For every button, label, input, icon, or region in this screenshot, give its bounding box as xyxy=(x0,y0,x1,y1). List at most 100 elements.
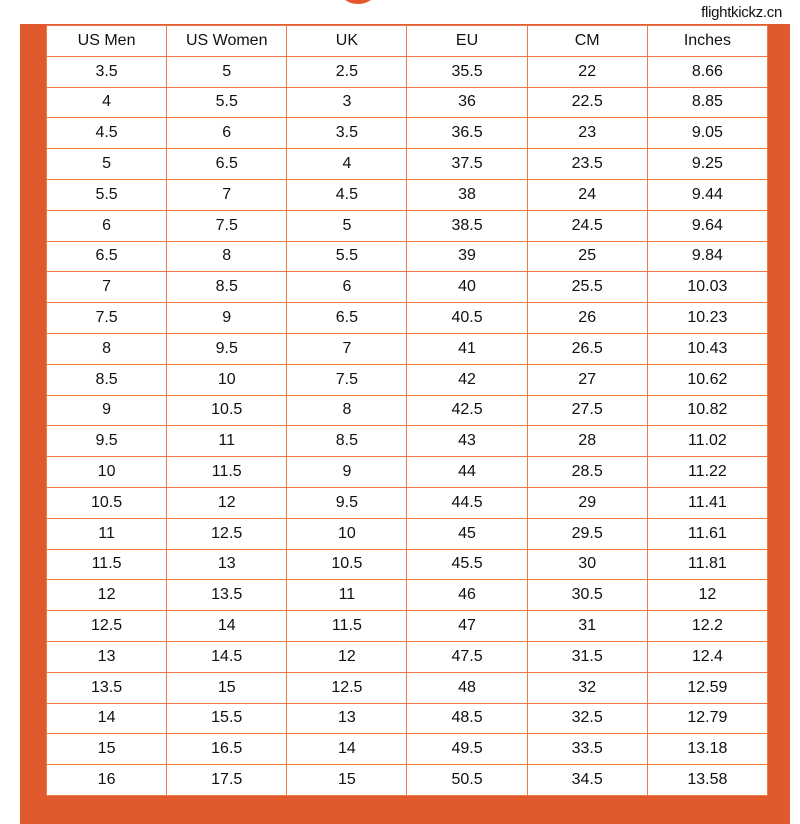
table-cell: 9 xyxy=(286,456,408,488)
table-cell: 12.4 xyxy=(646,640,769,673)
logo-shape xyxy=(338,0,378,4)
table-row: 3.5 5 2.5 35.5 22 8.66 xyxy=(45,55,769,88)
table-cell: 9.64 xyxy=(646,209,769,242)
table-cell: 13 xyxy=(286,702,408,735)
table-cell: 8 xyxy=(286,394,408,427)
table-cell: 11.81 xyxy=(646,548,769,581)
table-cell: 9.5 xyxy=(166,332,288,365)
table-cell: 23 xyxy=(526,117,648,150)
table-cell: 23.5 xyxy=(526,148,648,180)
table-cell: 7 xyxy=(45,271,168,304)
table-cell: 38 xyxy=(406,178,528,211)
table-cell: 11 xyxy=(166,425,288,458)
table-cell: 35.5 xyxy=(406,55,528,88)
table-cell: 36 xyxy=(406,86,528,119)
table-cell: 8.85 xyxy=(646,86,769,119)
table-row: 9 10.5 8 42.5 27.5 10.82 xyxy=(45,394,769,427)
table-row: 13 14.5 12 47.5 31.5 12.4 xyxy=(45,640,769,673)
table-cell: 15 xyxy=(166,671,288,704)
table-cell: 22.5 xyxy=(526,86,648,119)
table-row: 16 17.5 15 50.5 34.5 13.58 xyxy=(45,764,769,796)
table-cell: 6.5 xyxy=(286,302,408,334)
table-cell: 6.5 xyxy=(166,148,288,180)
table-cell: 40.5 xyxy=(406,302,528,334)
table-cell: 16.5 xyxy=(166,733,288,766)
table-cell: 4 xyxy=(286,148,408,180)
table-cell: 10.62 xyxy=(646,363,769,396)
table-cell: 16 xyxy=(45,764,168,796)
table-cell: 11.22 xyxy=(646,456,769,488)
table-cell: 11.5 xyxy=(166,456,288,488)
table-cell: 28.5 xyxy=(526,456,648,488)
table-cell: 48 xyxy=(406,671,528,704)
table-cell: 7.5 xyxy=(166,209,288,242)
table-row: 5.5 7 4.5 38 24 9.44 xyxy=(45,178,769,211)
table-cell: 7 xyxy=(286,332,408,365)
table-cell: 3.5 xyxy=(286,117,408,150)
table-cell: 14.5 xyxy=(166,640,288,673)
table-cell: 40 xyxy=(406,271,528,304)
table-cell: 10.82 xyxy=(646,394,769,427)
table-cell: 10 xyxy=(166,363,288,396)
table-cell: 9.05 xyxy=(646,117,769,150)
table-cell: 6.5 xyxy=(45,240,168,273)
table-cell: 9.25 xyxy=(646,148,769,180)
table-cell: 30.5 xyxy=(526,579,648,612)
table-cell: 31 xyxy=(526,610,648,642)
table-cell: 12.5 xyxy=(45,610,168,642)
column-header: UK xyxy=(286,25,408,57)
table-cell: 8.66 xyxy=(646,55,769,88)
table-cell: 5.5 xyxy=(286,240,408,273)
table-cell: 12.79 xyxy=(646,702,769,735)
table-cell: 22 xyxy=(526,55,648,88)
table-cell: 44.5 xyxy=(406,486,528,519)
table-cell: 3 xyxy=(286,86,408,119)
table-cell: 44 xyxy=(406,456,528,488)
table-row: 6.5 8 5.5 39 25 9.84 xyxy=(45,240,769,273)
table-cell: 32 xyxy=(526,671,648,704)
table-cell: 10.43 xyxy=(646,332,769,365)
table-cell: 5 xyxy=(166,55,288,88)
table-cell: 10 xyxy=(45,456,168,488)
table-row: 11 12.5 10 45 29.5 11.61 xyxy=(45,517,769,550)
column-header: EU xyxy=(406,25,528,57)
table-cell: 45 xyxy=(406,517,528,550)
table-cell: 25 xyxy=(526,240,648,273)
table-cell: 26.5 xyxy=(526,332,648,365)
table-cell: 8 xyxy=(45,332,168,365)
table-cell: 29 xyxy=(526,486,648,519)
table-row: 8 9.5 7 41 26.5 10.43 xyxy=(45,332,769,365)
table-cell: 14 xyxy=(286,733,408,766)
table-row: 10 11.5 9 44 28.5 11.22 xyxy=(45,456,769,488)
table-cell: 5.5 xyxy=(166,86,288,119)
table-cell: 12 xyxy=(166,486,288,519)
table-cell: 7 xyxy=(166,178,288,211)
table-cell: 10.5 xyxy=(286,548,408,581)
table-cell: 9.44 xyxy=(646,178,769,211)
size-chart-table: US Men US Women UK EU CM Inches 3.5 5 2.5 35.5 22… xyxy=(45,25,769,796)
table-cell: 6 xyxy=(45,209,168,242)
table-cell: 13.5 xyxy=(166,579,288,612)
table-cell: 50.5 xyxy=(406,764,528,796)
table-cell: 29.5 xyxy=(526,517,648,550)
table-row: 13.5 15 12.5 48 32 12.59 xyxy=(45,671,769,704)
table-cell: 46 xyxy=(406,579,528,612)
table-row: 11.5 13 10.5 45.5 30 11.81 xyxy=(45,548,769,581)
table-cell: 31.5 xyxy=(526,640,648,673)
table-cell: 9 xyxy=(45,394,168,427)
table-cell: 11 xyxy=(45,517,168,550)
table-cell: 45.5 xyxy=(406,548,528,581)
table-cell: 13.58 xyxy=(646,764,769,796)
header-row: US Men US Women UK EU CM Inches xyxy=(45,25,769,57)
table-cell: 8.5 xyxy=(166,271,288,304)
table-row: 8.5 10 7.5 42 27 10.62 xyxy=(45,363,769,396)
table-cell: 11.5 xyxy=(286,610,408,642)
table-cell: 17.5 xyxy=(166,764,288,796)
table-cell: 8 xyxy=(166,240,288,273)
table-cell: 15.5 xyxy=(166,702,288,735)
table-cell: 4.5 xyxy=(45,117,168,150)
table-cell: 7.5 xyxy=(286,363,408,396)
table-row: 4.5 6 3.5 36.5 23 9.05 xyxy=(45,117,769,150)
brand-watermark: flightkickz.cn xyxy=(701,4,782,21)
table-cell: 47 xyxy=(406,610,528,642)
